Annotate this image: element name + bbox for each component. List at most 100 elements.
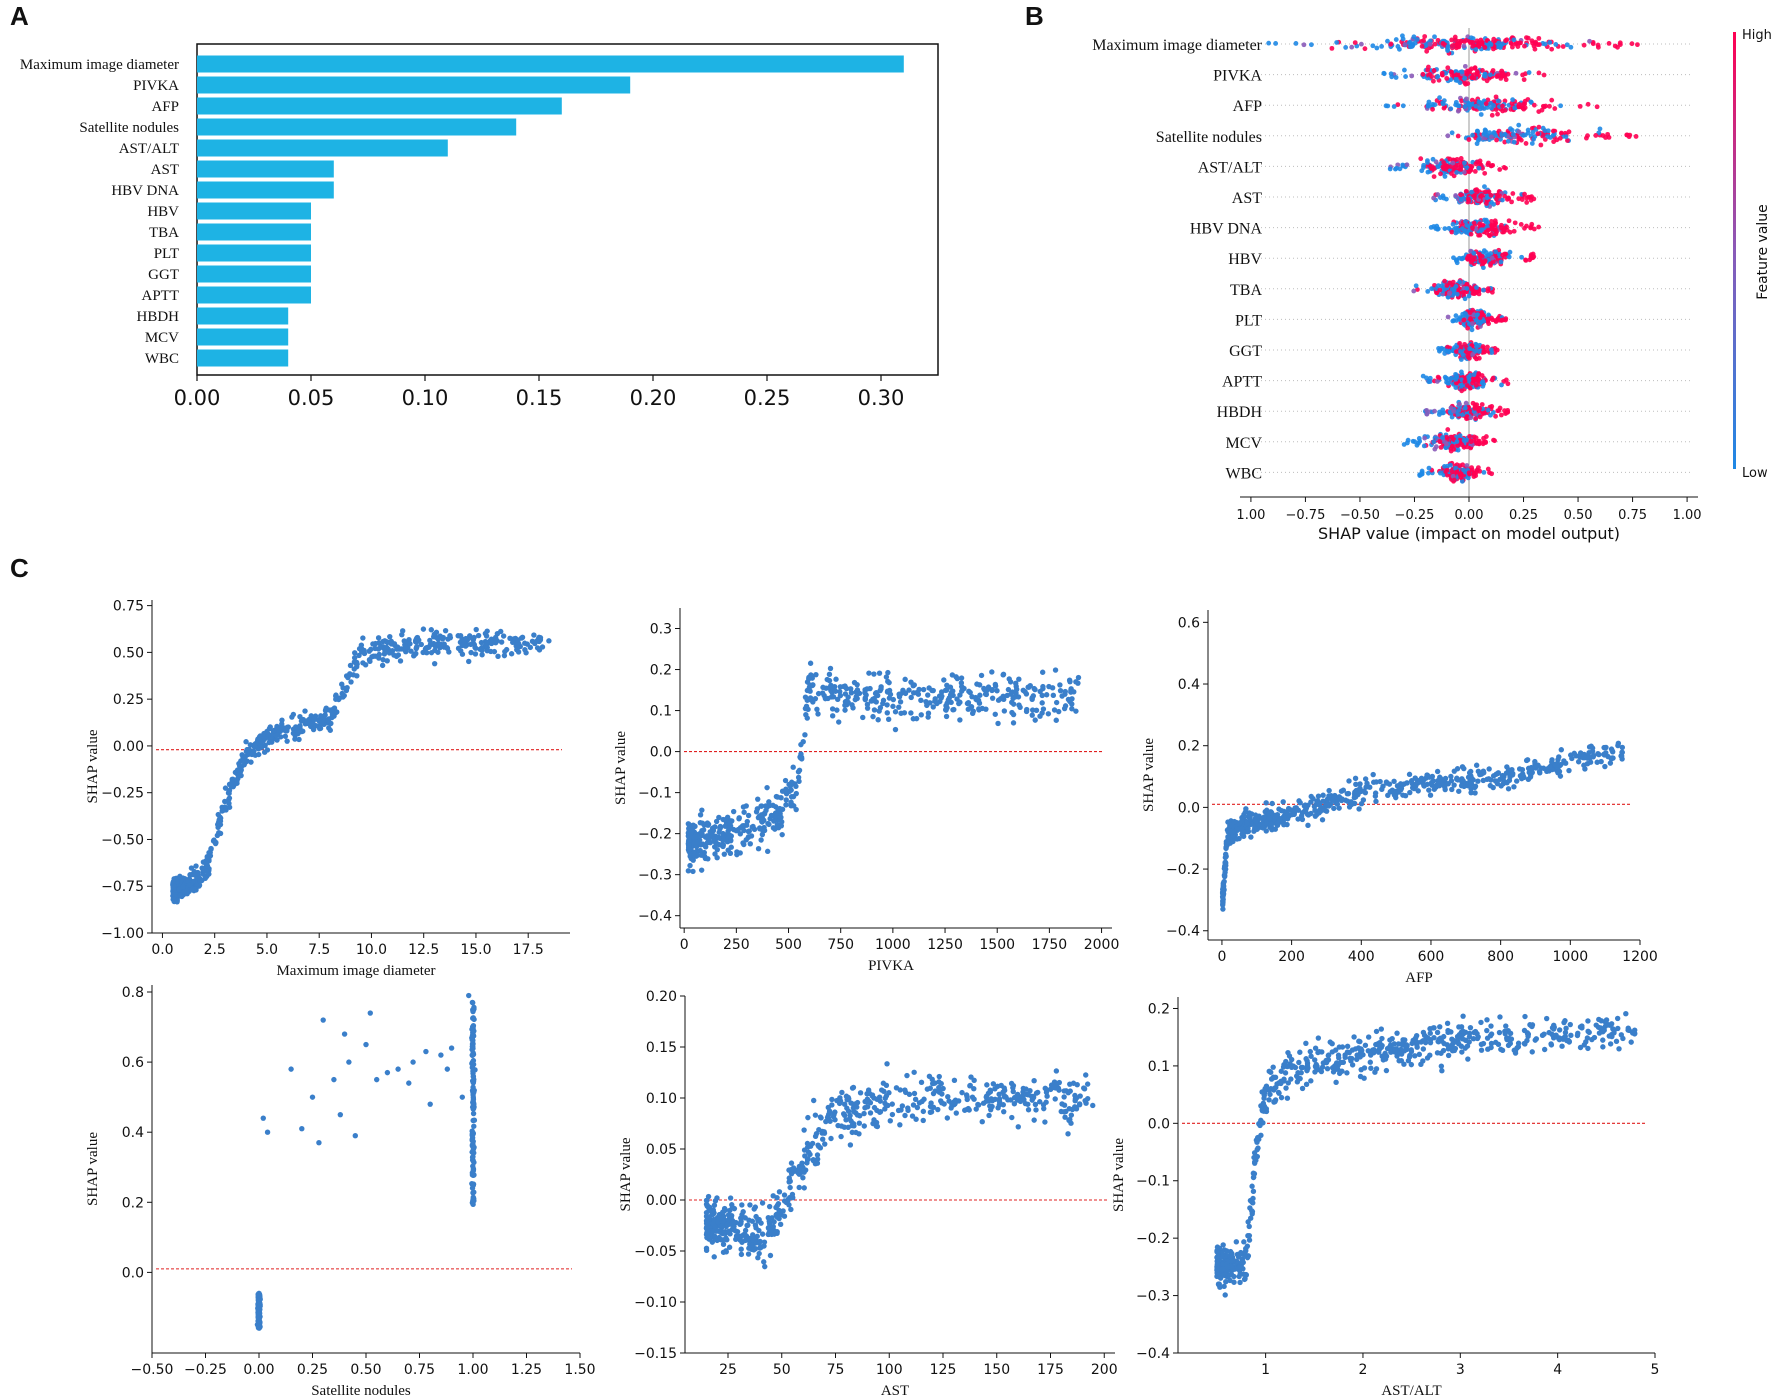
shap-point	[1520, 72, 1526, 78]
data-point	[1426, 774, 1433, 780]
data-point	[728, 844, 734, 850]
shap-point	[1477, 161, 1483, 166]
category-label: Satellite nodules	[79, 120, 179, 136]
shap-point	[1552, 106, 1558, 111]
shap-point	[1597, 126, 1603, 132]
data-point	[1351, 794, 1358, 801]
shap-point	[1458, 357, 1464, 362]
data-point	[269, 739, 275, 745]
shap-point	[1485, 227, 1491, 233]
shap-point	[1488, 251, 1494, 256]
data-point	[1558, 747, 1565, 753]
data-point	[470, 1059, 476, 1066]
y-tick-label: 0.75	[113, 599, 144, 615]
data-point	[329, 712, 336, 718]
data-point	[1004, 692, 1010, 699]
shap-point	[1435, 74, 1440, 80]
shap-point	[1424, 407, 1429, 413]
data-point	[362, 662, 369, 668]
shap-point	[1379, 44, 1385, 49]
shap-point	[1606, 40, 1612, 46]
data-point	[1373, 798, 1379, 805]
data-point	[1061, 705, 1068, 712]
feature-label: HBDH	[1217, 404, 1263, 421]
data-point	[1357, 788, 1364, 795]
shap-point	[1466, 137, 1472, 142]
data-point	[282, 727, 289, 734]
x-tick-label: 1000	[1553, 949, 1589, 965]
shap-point	[1506, 218, 1512, 224]
data-point	[995, 720, 1001, 727]
data-point	[918, 712, 924, 718]
data-point	[1222, 851, 1229, 857]
shap-point	[1421, 165, 1426, 170]
shap-point	[1434, 379, 1440, 384]
shap-point	[1459, 98, 1464, 104]
data-point	[1231, 818, 1238, 825]
shap-point	[1541, 72, 1547, 78]
shap-point	[1536, 42, 1542, 47]
data-point	[1016, 676, 1022, 682]
shap-point	[1458, 156, 1464, 161]
x-tick-label: 1000	[875, 937, 911, 953]
x-tick-label: 0.00	[243, 1362, 274, 1378]
data-point	[866, 670, 872, 676]
data-point	[911, 682, 917, 688]
shap-point	[1481, 248, 1487, 254]
shap-point	[1405, 437, 1411, 443]
data-point	[1222, 859, 1228, 866]
data-point	[886, 687, 893, 694]
data-point	[1397, 781, 1404, 787]
shap-point	[1454, 156, 1460, 162]
data-point	[284, 738, 290, 744]
shap-point	[1469, 327, 1475, 333]
data-point	[1454, 766, 1461, 772]
data-point	[1050, 692, 1057, 699]
shap-point	[1440, 164, 1446, 170]
data-point	[778, 795, 784, 801]
data-point	[981, 686, 988, 693]
data-point	[537, 635, 544, 641]
data-point	[445, 636, 451, 642]
data-point	[946, 695, 952, 701]
category-label: APTT	[142, 288, 180, 304]
data-point	[226, 790, 232, 796]
shap-point	[1529, 194, 1535, 200]
data-point	[363, 1041, 369, 1048]
data-point	[177, 892, 184, 899]
shap-point	[1511, 37, 1517, 43]
shap-point	[1453, 376, 1459, 382]
shap-point	[1431, 439, 1437, 445]
shap-point	[1563, 134, 1569, 140]
shap-point	[1433, 226, 1439, 231]
data-point	[1468, 768, 1474, 775]
shap-point	[1383, 103, 1389, 109]
y-tick-label: 0.2	[122, 1195, 144, 1211]
shap-point	[1404, 162, 1410, 168]
data-point	[789, 802, 795, 808]
data-point	[241, 755, 247, 761]
y-tick-label: 0.4	[122, 1125, 144, 1141]
data-point	[854, 681, 860, 688]
x-tick-label: 1.50	[564, 1362, 595, 1378]
data-point	[1549, 757, 1555, 763]
data-point	[1268, 822, 1274, 828]
data-point	[1326, 787, 1332, 794]
data-point	[806, 676, 812, 682]
shap-point	[1444, 379, 1449, 385]
data-point	[875, 717, 881, 723]
shap-point	[1421, 38, 1426, 43]
data-point	[479, 652, 485, 658]
shap-point	[1447, 156, 1453, 162]
data-point	[875, 692, 881, 699]
shap-point	[1487, 470, 1492, 476]
shap-point	[1458, 382, 1464, 387]
y-tick-label: 0.8	[122, 985, 144, 1001]
dependence-plot-ast: 25 50 75 100 125 150 175 2000.200.150.100.050.0…	[618, 989, 1118, 1399]
data-point	[989, 669, 995, 675]
data-point	[384, 639, 390, 645]
data-point	[826, 671, 833, 678]
data-point	[1312, 813, 1319, 819]
category-label: HBV	[147, 204, 179, 220]
data-point	[1000, 671, 1007, 678]
